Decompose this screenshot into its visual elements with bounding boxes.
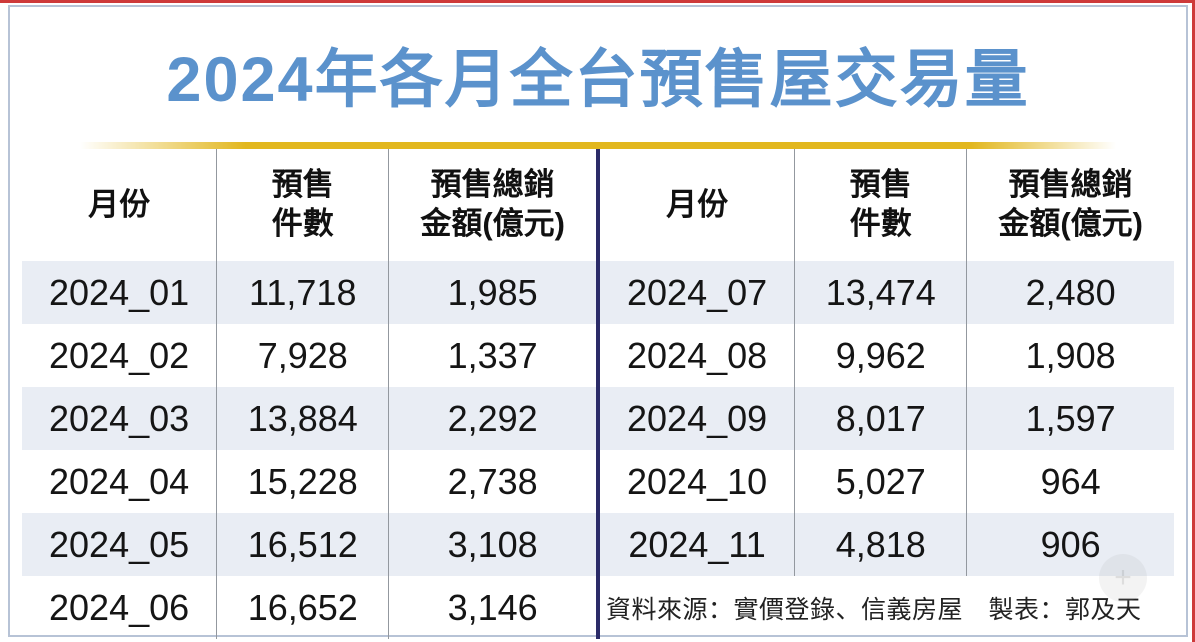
month-cell: 2024_05 [22, 513, 218, 576]
middle-divider [596, 149, 600, 639]
header-count-line1: 預售 [849, 167, 912, 203]
right-red-border [1192, 0, 1195, 642]
header-amount-line1: 預售總銷 [1008, 167, 1133, 203]
amount-cell: 1,337 [447, 334, 538, 376]
month-cell: 2024_11 [600, 513, 796, 576]
count-cell: 5,027 [795, 450, 968, 513]
month-cell: 2024_03 [22, 387, 218, 450]
month-cell: 2024_04 [22, 450, 218, 513]
top-red-border [0, 0, 1195, 3]
page-title: 2024年各月全台預售屋交易量 [166, 45, 1030, 115]
month-cell: 2024_08 [600, 324, 796, 387]
count-cell: 4,818 [795, 513, 968, 576]
header-amount-line1: 預售總銷 [430, 167, 555, 203]
count-cell: 11,718 [217, 261, 390, 324]
amount-cell: 1,985 [389, 261, 596, 324]
count-cell: 16,512 [217, 513, 390, 576]
amount-cell: 2,292 [389, 387, 596, 450]
month-cell: 2024_02 [22, 324, 218, 387]
header-count-line2: 件數 [271, 206, 334, 241]
title-underline [80, 142, 1116, 149]
count-cell: 16,652 [217, 576, 390, 639]
column-header-amount: 預售總銷 金額(億元) [967, 149, 1174, 261]
amount-cell: 3,146 [447, 586, 538, 628]
month-cell: 2024_01 [22, 261, 218, 324]
amount-cell: 2,480 [967, 261, 1174, 324]
column-header-month: 月份 [600, 149, 796, 261]
amount-cell: 1,597 [967, 387, 1174, 450]
count-cell: 15,228 [217, 450, 390, 513]
month-cell: 2024_07 [600, 261, 796, 324]
count-cell: 7,928 [217, 324, 390, 387]
count-cell: 13,474 [795, 261, 968, 324]
amount-cell: 2,738 [447, 460, 538, 502]
amount-cell: 906 [967, 513, 1174, 576]
column-header-month: 月份 [22, 149, 218, 261]
table-left-half: 月份 預售 件數 預售總銷 金額(億元) 2024_01 11,718 1,98… [22, 149, 596, 639]
count-cell: 8,017 [795, 387, 968, 450]
count-cell: 9,962 [795, 324, 968, 387]
amount-cell: 1,908 [1025, 334, 1116, 376]
source-credit-note: 資料來源：實價登錄、信義房屋 製表：郭及天 [606, 595, 1142, 624]
header-amount-line2: 金額(億元) [998, 206, 1143, 241]
header-amount-line2: 金額(億元) [420, 206, 565, 241]
month-cell: 2024_06 [22, 576, 218, 639]
amount-cell: 3,108 [389, 513, 596, 576]
header-count-line1: 預售 [271, 167, 334, 203]
column-header-count: 預售 件數 [217, 149, 390, 261]
month-cell: 2024_10 [600, 450, 796, 513]
count-cell: 13,884 [217, 387, 390, 450]
column-header-amount: 預售總銷 金額(億元) [389, 149, 596, 261]
amount-cell: 964 [1040, 460, 1101, 502]
header-count-line2: 件數 [849, 206, 912, 241]
data-table: 月份 預售 件數 預售總銷 金額(億元) 2024_01 11,718 1,98… [22, 149, 1174, 639]
column-header-count: 預售 件數 [795, 149, 968, 261]
table-right-half: 月份 預售 件數 預售總銷 金額(億元) 2024_07 13,474 2,48… [600, 149, 1174, 639]
content-frame: 2024年各月全台預售屋交易量 月份 預售 件數 預售總銷 金額(億元) 202… [8, 5, 1188, 639]
month-cell: 2024_09 [600, 387, 796, 450]
